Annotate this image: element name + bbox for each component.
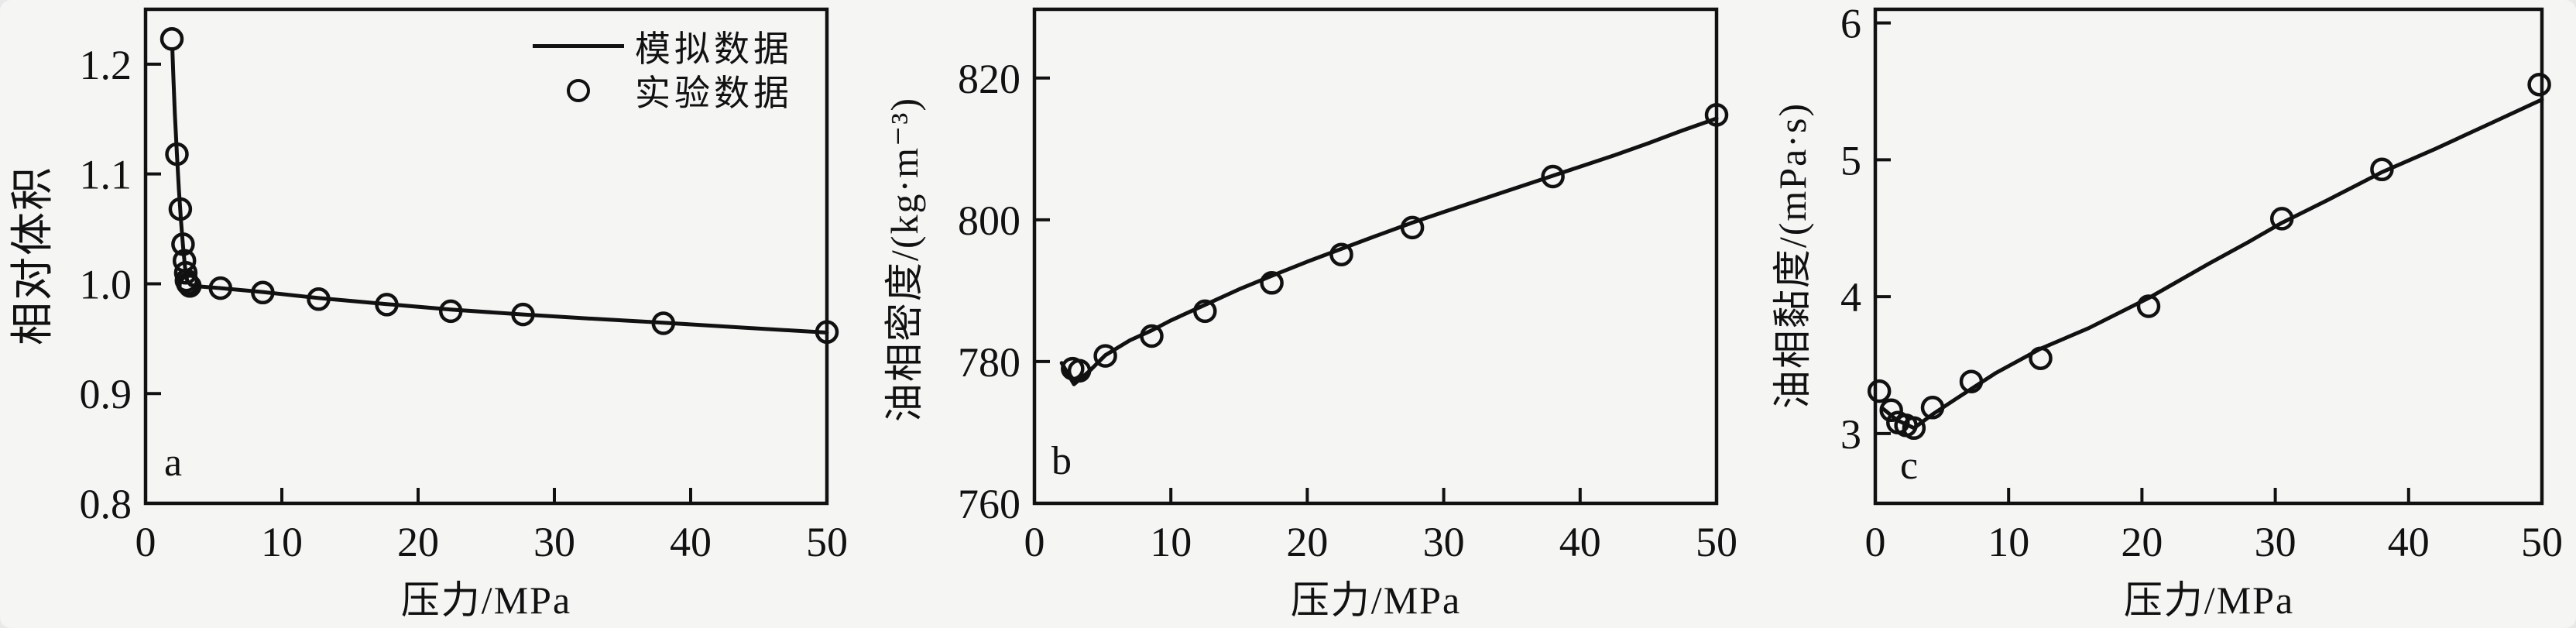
svg-text:0: 0 xyxy=(135,519,156,565)
svg-text:40: 40 xyxy=(2388,519,2430,565)
svg-text:50: 50 xyxy=(1696,519,1737,565)
x-axis-label-a: 压力/MPa xyxy=(400,578,572,622)
svg-text:780: 780 xyxy=(958,339,1020,386)
legend-marker-cell xyxy=(531,44,626,48)
svg-text:10: 10 xyxy=(261,519,303,565)
svg-text:0: 0 xyxy=(1024,519,1045,565)
svg-text:50: 50 xyxy=(2521,519,2563,565)
svg-text:0.9: 0.9 xyxy=(80,371,132,417)
legend-label-simulated: 模拟数据 xyxy=(635,29,793,69)
panel-label-a: a xyxy=(164,441,183,485)
svg-text:10: 10 xyxy=(1988,519,2029,565)
panel-label-b: b xyxy=(1051,439,1072,483)
legend-item-experimental: 实验数据 xyxy=(531,68,793,113)
svg-text:820: 820 xyxy=(958,56,1020,102)
line-marker-icon xyxy=(533,44,624,48)
svg-text:800: 800 xyxy=(958,197,1020,244)
legend-item-simulated: 模拟数据 xyxy=(531,24,793,69)
svg-text:1.0: 1.0 xyxy=(80,261,132,307)
svg-text:760: 760 xyxy=(958,481,1020,527)
svg-text:10: 10 xyxy=(1150,519,1192,565)
svg-text:30: 30 xyxy=(533,519,575,565)
legend: 模拟数据 实验数据 xyxy=(531,24,793,113)
svg-text:30: 30 xyxy=(1423,519,1465,565)
svg-text:30: 30 xyxy=(2255,519,2296,565)
y-axis-label-c: 油相黏度/(mPa·s) xyxy=(1771,101,1814,410)
x-axis-label-b: 压力/MPa xyxy=(1290,578,1462,622)
svg-text:6: 6 xyxy=(1840,1,1861,47)
svg-text:1.2: 1.2 xyxy=(80,42,132,88)
y-axis-label-a: 相对体积 xyxy=(9,166,57,345)
panel-label-c: c xyxy=(1900,444,1919,488)
svg-text:5: 5 xyxy=(1840,137,1861,184)
svg-text:40: 40 xyxy=(1559,519,1601,565)
circle-marker-icon xyxy=(567,78,590,102)
svg-text:20: 20 xyxy=(1286,519,1328,565)
y-axis-label-b: 油相密度/(kg·m⁻³) xyxy=(883,96,926,423)
legend-label-experimental: 实验数据 xyxy=(635,73,793,113)
svg-text:1.1: 1.1 xyxy=(80,152,132,198)
svg-text:50: 50 xyxy=(806,519,848,565)
svg-text:0: 0 xyxy=(1865,519,1886,565)
legend-marker-cell xyxy=(531,78,626,102)
svg-text:20: 20 xyxy=(397,519,439,565)
svg-text:40: 40 xyxy=(670,519,712,565)
svg-text:3: 3 xyxy=(1840,411,1861,458)
svg-text:4: 4 xyxy=(1840,274,1861,321)
x-axis-label-c: 压力/MPa xyxy=(2123,578,2295,622)
svg-text:0.8: 0.8 xyxy=(80,481,132,527)
svg-text:20: 20 xyxy=(2121,519,2163,565)
